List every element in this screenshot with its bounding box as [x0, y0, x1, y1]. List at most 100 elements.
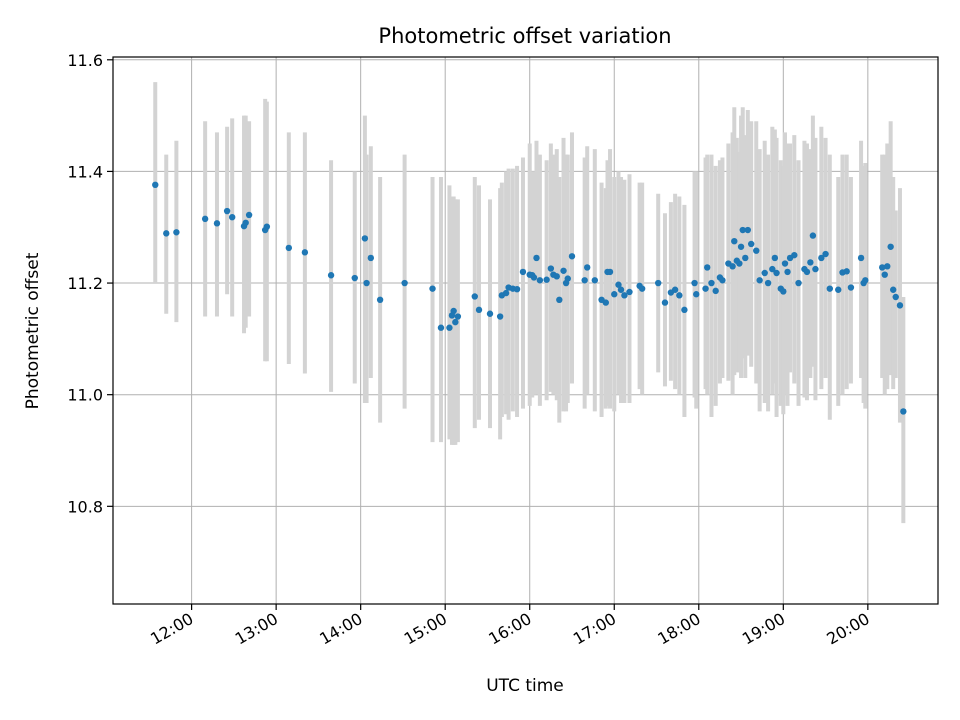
data-point [826, 285, 834, 292]
data-point [581, 277, 588, 284]
x-tick-label: 14:00 [316, 609, 365, 649]
data-point [173, 229, 180, 236]
data-point [496, 313, 504, 320]
x-tick-label: 20:00 [823, 609, 872, 649]
data-point [568, 253, 576, 260]
data-point [611, 291, 618, 298]
y-tick-label: 11.4 [67, 162, 103, 181]
data-point [367, 254, 375, 262]
data-point [327, 272, 335, 279]
data-point [729, 263, 736, 270]
data-point [223, 207, 231, 215]
data-point [213, 220, 221, 227]
data-point [807, 259, 814, 266]
data-point [892, 293, 899, 301]
data-point [887, 243, 894, 250]
data-point [691, 279, 698, 287]
data-point [708, 279, 715, 287]
data-point [835, 286, 842, 293]
x-tick-label: 15:00 [401, 609, 450, 649]
data-point [822, 250, 829, 258]
data-point [764, 279, 772, 287]
data-point [693, 291, 700, 298]
data-point [513, 285, 521, 293]
y-tick-label: 11.6 [67, 51, 103, 70]
data-point [228, 213, 236, 221]
data-point [791, 251, 798, 259]
data-point [655, 279, 662, 287]
data-point [719, 277, 726, 284]
data-point [780, 288, 787, 295]
data-point [803, 268, 811, 276]
plot-frame [112, 56, 939, 605]
data-point [881, 271, 888, 278]
data-point [486, 310, 494, 317]
y-tick-label: 11.0 [67, 386, 103, 405]
data-point [530, 274, 538, 281]
data-point [263, 223, 271, 230]
data-point [471, 293, 478, 300]
data-point [564, 275, 571, 282]
data-points [152, 181, 907, 415]
data-point [376, 296, 384, 304]
data-point [671, 286, 679, 293]
data-point [676, 292, 683, 299]
data-point [736, 260, 743, 267]
data-point [553, 273, 560, 280]
data-point [781, 260, 789, 267]
data-point [896, 302, 904, 309]
data-point [712, 287, 719, 295]
data-point [606, 268, 614, 276]
data-point [900, 408, 907, 415]
data-point [818, 254, 825, 262]
data-point [638, 285, 646, 292]
data-point [784, 268, 791, 276]
data-point [351, 274, 358, 282]
data-point [795, 279, 802, 287]
data-point [742, 254, 749, 262]
data-point [812, 265, 819, 273]
data-point [621, 292, 628, 299]
data-point [242, 219, 249, 226]
data-point [450, 307, 457, 315]
data-point [452, 318, 459, 326]
data-point [847, 284, 855, 291]
data-point [809, 232, 817, 239]
chart-title: Photometric offset variation [378, 24, 671, 48]
data-point [753, 247, 760, 254]
data-point [761, 269, 768, 277]
data-point [884, 263, 891, 270]
data-point [401, 279, 408, 287]
data-point [737, 243, 745, 250]
data-point [245, 211, 253, 219]
data-point [547, 265, 555, 272]
data-point [739, 226, 746, 234]
data-point [889, 286, 897, 293]
data-point [862, 277, 869, 284]
x-tick-label: 13:00 [232, 609, 281, 649]
data-point [584, 264, 591, 271]
data-point [152, 181, 159, 189]
data-point [536, 277, 544, 284]
data-point [702, 285, 709, 292]
data-point [744, 226, 752, 234]
data-point [617, 286, 625, 293]
data-point [437, 324, 445, 331]
data-point [502, 289, 510, 297]
data-point [285, 244, 293, 252]
data-point [560, 267, 567, 274]
x-tick-label: 19:00 [739, 609, 788, 649]
data-point [429, 285, 436, 292]
x-tick-label: 16:00 [485, 609, 534, 649]
data-point [704, 264, 711, 271]
data-point [771, 254, 779, 262]
data-point [747, 240, 755, 248]
y-tick-label: 11.2 [67, 274, 103, 293]
data-point [879, 264, 886, 271]
data-point [756, 277, 763, 284]
x-tick-label: 12:00 [147, 609, 196, 649]
data-point [454, 313, 462, 320]
x-tick-label: 17:00 [570, 609, 619, 649]
data-point [773, 269, 780, 277]
